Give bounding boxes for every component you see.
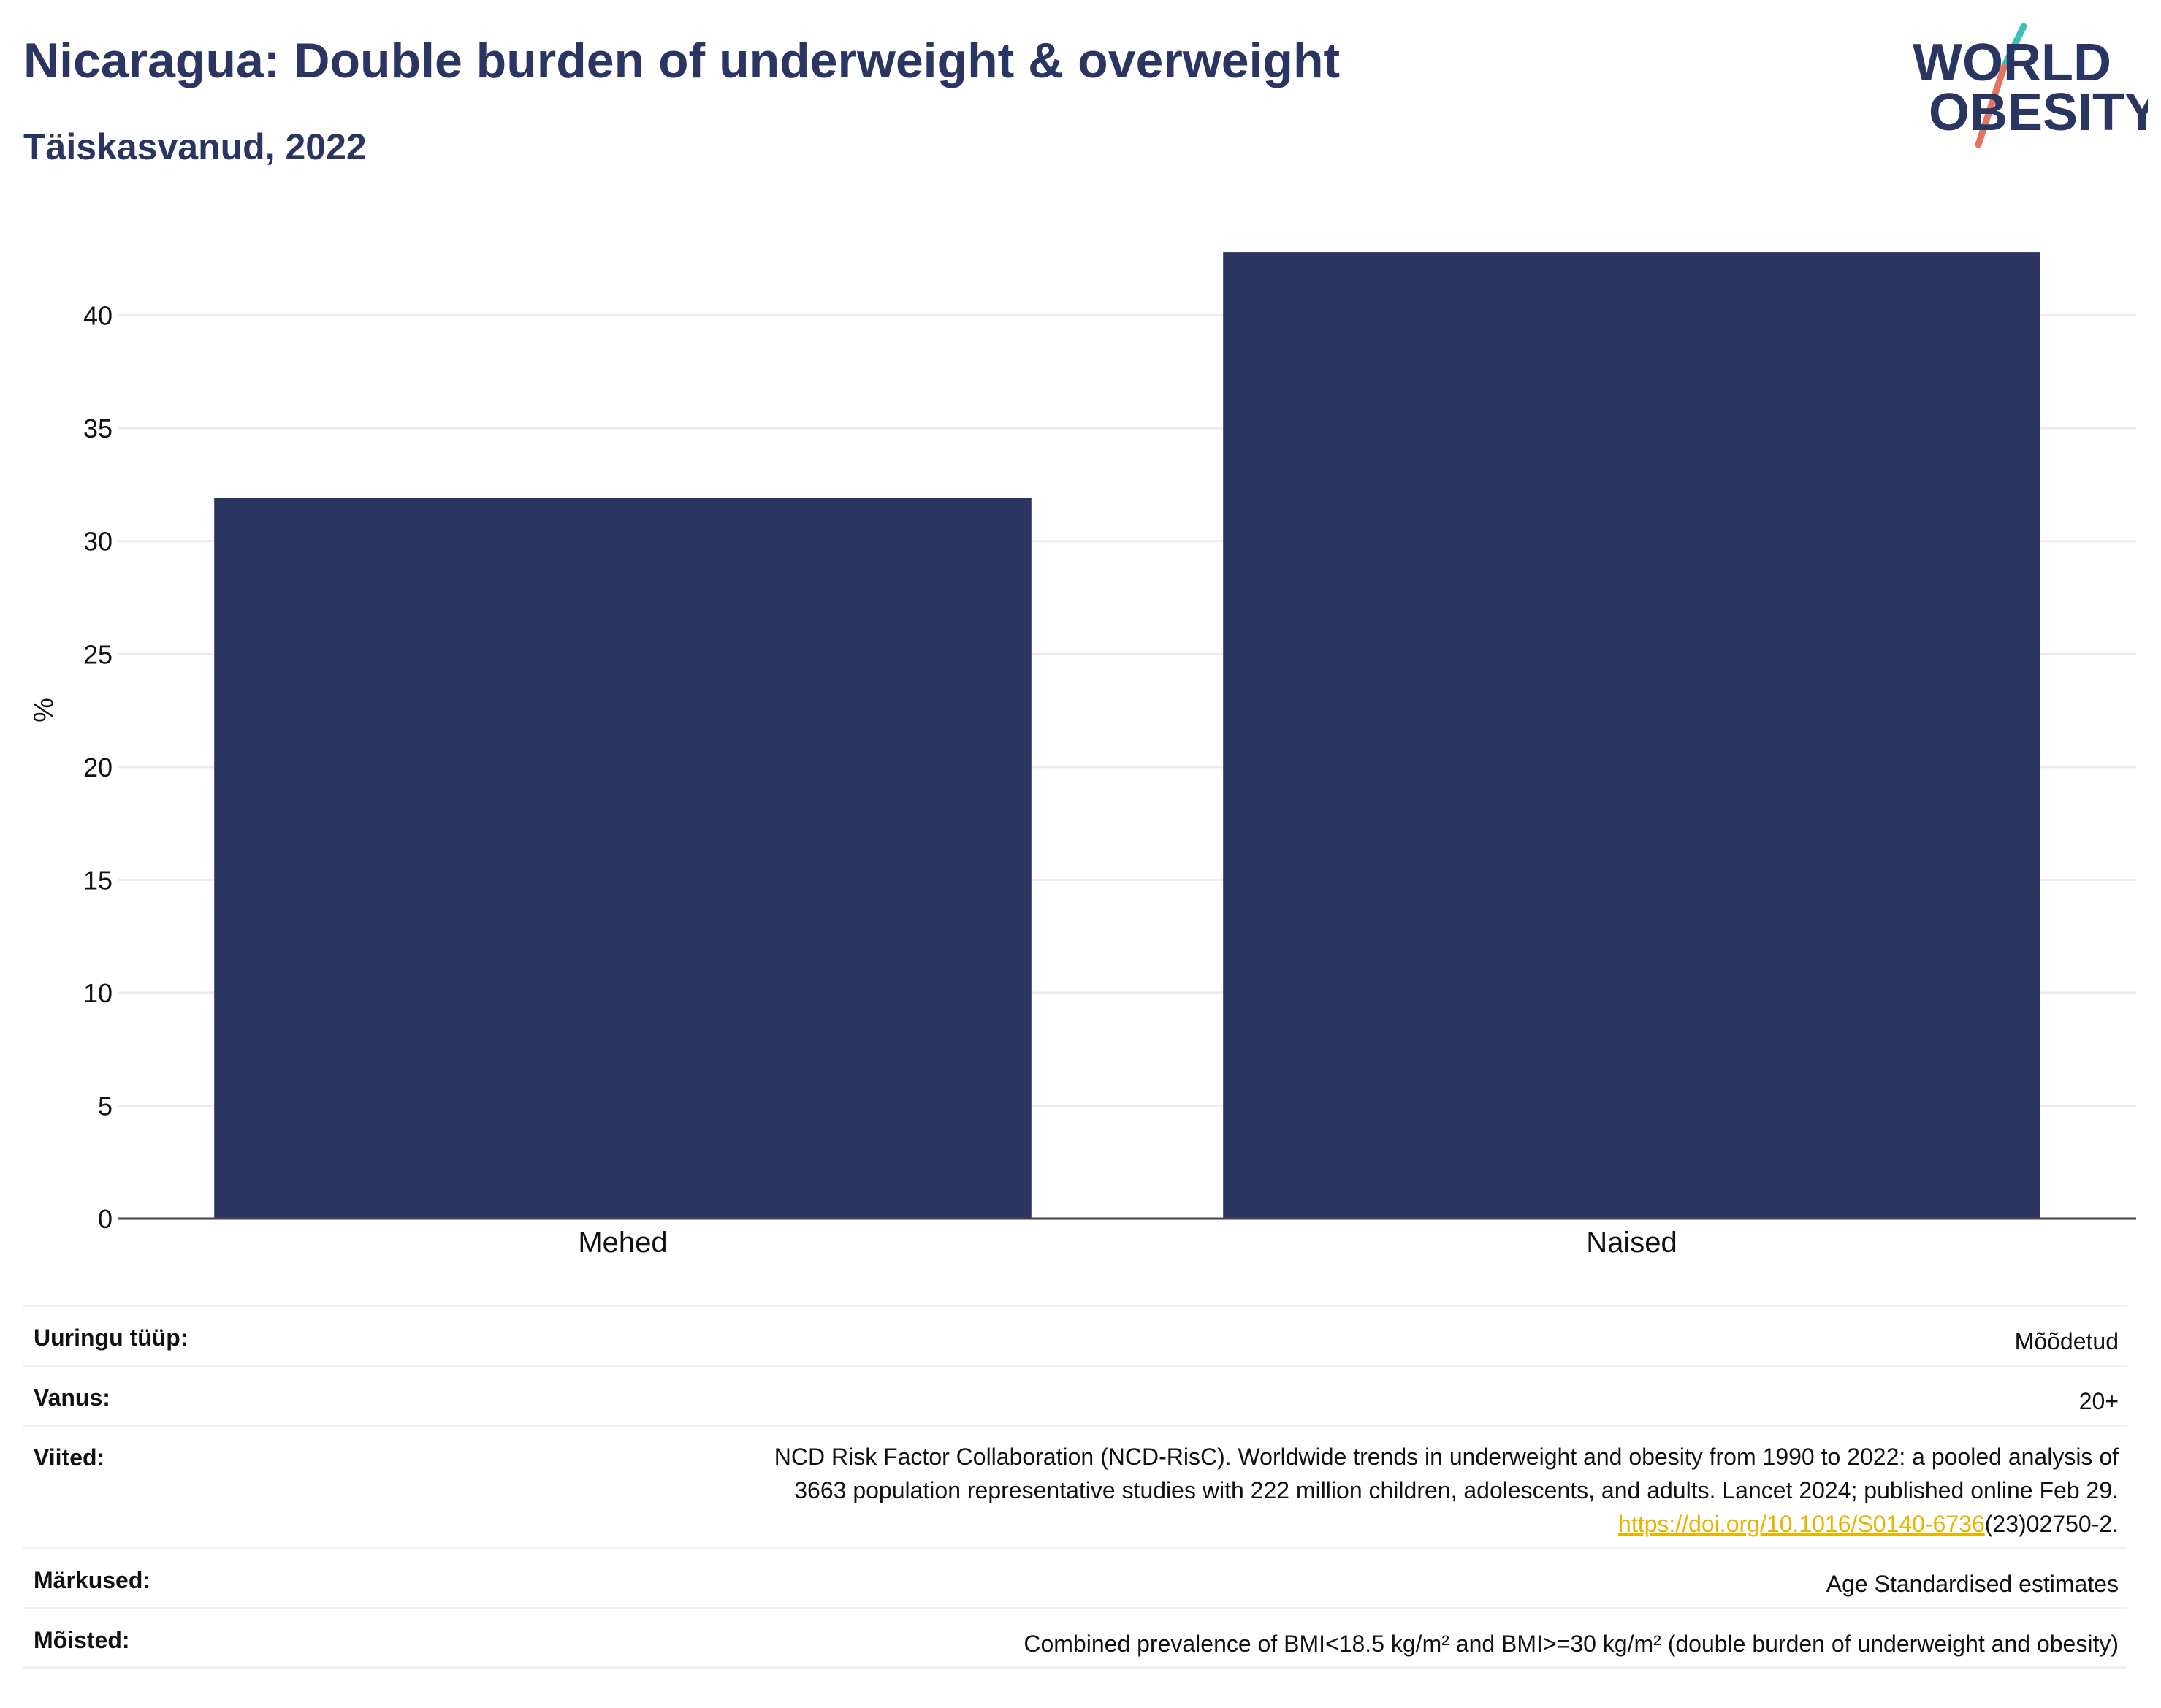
- info-table: Uuringu tüüp: Mõõdetud Vanus: 20+ Viited…: [23, 1305, 2127, 1669]
- chart-subtitle: Täiskasvanud, 2022: [23, 126, 367, 167]
- bar-chart: 0 5 10 15 20 25 30 35 40 Mehed Naised %: [28, 252, 2136, 1259]
- logo-line2: OBESITY: [1929, 83, 2148, 142]
- info-row-age: Vanus: 20+: [23, 1365, 2127, 1425]
- x-tick-label: Naised: [1586, 1227, 1677, 1259]
- axes: 0 5 10 15 20 25 30 35 40 Mehed Naised: [83, 301, 2136, 1259]
- bar-mehed[interactable]: [214, 498, 1032, 1219]
- chart-title: Nicaragua: Double burden of underweight …: [23, 33, 1341, 88]
- info-label: Uuringu tüüp:: [34, 1324, 188, 1351]
- info-value: Age Standardised estimates: [1826, 1571, 2119, 1597]
- reference-text: NCD Risk Factor Collaboration (NCD-RisC)…: [774, 1440, 2119, 1541]
- y-tick-label: 0: [98, 1204, 113, 1234]
- y-tick-label: 5: [98, 1091, 113, 1121]
- logo-line1: WORLD: [1913, 34, 2111, 92]
- info-label: Märkused:: [34, 1567, 151, 1593]
- info-value: Combined prevalence of BMI<18.5 kg/m² an…: [1024, 1631, 2119, 1657]
- info-value: 20+: [2078, 1388, 2119, 1414]
- y-tick-label: 10: [83, 978, 113, 1008]
- bars: [214, 252, 2040, 1219]
- doi-suffix: (23)02750-2.: [1984, 1511, 2119, 1537]
- info-label: Viited:: [34, 1444, 105, 1471]
- reference-line: NCD Risk Factor Collaboration (NCD-RisC)…: [774, 1444, 2119, 1470]
- info-row-survey-type: Uuringu tüüp: Mõõdetud: [23, 1305, 2127, 1365]
- y-tick-label: 30: [83, 527, 113, 557]
- info-value: Mõõdetud: [2014, 1328, 2119, 1354]
- info-label: Mõisted:: [34, 1627, 130, 1653]
- info-row-references: Viited: NCD Risk Factor Collaboration (N…: [23, 1425, 2127, 1547]
- bar-naised[interactable]: [1223, 252, 2040, 1219]
- reference-line: 3663 population representative studies w…: [794, 1477, 2119, 1503]
- y-tick-label: 20: [83, 752, 113, 782]
- world-obesity-logo: WORLD OBESITY: [1913, 23, 2148, 148]
- info-row-notes: Märkused: Age Standardised estimates: [23, 1547, 2127, 1607]
- info-label: Vanus:: [34, 1384, 110, 1411]
- info-row-definitions: Mõisted: Combined prevalence of BMI<18.5…: [23, 1607, 2127, 1669]
- y-tick-label: 35: [83, 413, 113, 443]
- doi-link[interactable]: https://doi.org/10.1016/S0140-6736: [1618, 1511, 1985, 1537]
- y-tick-label: 25: [83, 639, 113, 669]
- x-tick-label: Mehed: [578, 1227, 667, 1259]
- y-axis-label: %: [28, 698, 59, 723]
- y-tick-label: 15: [83, 865, 113, 895]
- y-tick-label: 40: [83, 301, 113, 331]
